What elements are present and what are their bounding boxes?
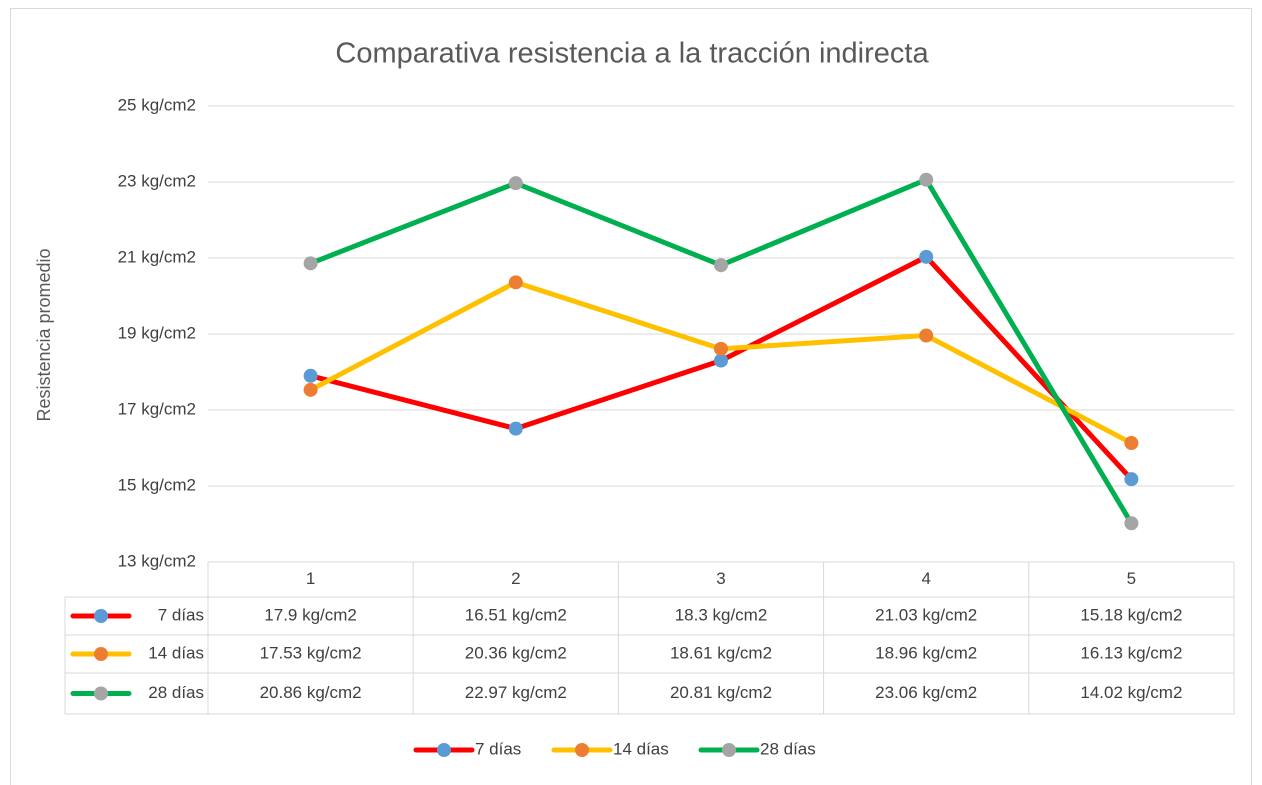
y-tick-label: 15 kg/cm2 [118,475,196,494]
series-marker [919,249,934,264]
y-axis-label: Resistencia promedio [34,248,54,421]
table-value: 22.97 kg/cm2 [465,683,567,702]
series-marker [714,341,728,356]
x-tick-label: 1 [306,569,315,588]
table-value: 20.81 kg/cm2 [670,683,772,702]
table-value: 18.3 kg/cm2 [675,605,768,624]
table-value: 17.9 kg/cm2 [264,605,357,624]
table-series-name: 28 días [148,683,204,702]
table-legend-marker [94,686,108,701]
chart-title: Comparativa resistencia a la tracción in… [335,38,929,70]
series-marker [303,368,318,383]
table-value: 18.96 kg/cm2 [875,643,977,662]
legend-label: 7 días [475,739,521,758]
table-value: 16.13 kg/cm2 [1080,643,1182,662]
series-marker [919,328,934,343]
legend-marker [437,743,451,757]
y-tick-label: 13 kg/cm2 [118,551,196,570]
table-series-name: 14 días [148,643,204,662]
x-tick-label: 3 [716,569,725,588]
series-marker [303,382,318,397]
table-value: 20.36 kg/cm2 [465,643,567,662]
table-legend-marker [94,647,108,661]
series-marker [508,176,523,191]
table-value: 16.51 kg/cm2 [465,605,567,624]
y-tick-label: 17 kg/cm2 [118,399,196,418]
x-tick-label: 2 [511,569,520,588]
y-tick-label: 25 kg/cm2 [118,95,196,114]
series-marker [714,258,728,273]
table-value: 21.03 kg/cm2 [875,605,977,624]
series-marker [919,172,934,187]
table-value: 14.02 kg/cm2 [1080,683,1182,702]
series-marker [303,256,318,271]
table-series-name: 7 días [158,605,204,624]
series-marker [1124,516,1139,531]
table-legend-marker [94,609,108,623]
chart-border [10,8,1252,785]
table-value: 20.86 kg/cm2 [260,683,362,702]
table-value: 17.53 kg/cm2 [260,643,362,662]
table-value: 18.61 kg/cm2 [670,643,772,662]
y-tick-label: 21 kg/cm2 [118,247,196,266]
legend-label: 28 días [760,739,816,758]
series-marker [1124,472,1139,487]
series-marker [714,353,728,368]
y-tick-label: 19 kg/cm2 [118,323,196,342]
legend-marker [575,743,589,757]
series-marker [508,421,523,436]
y-tick-label: 23 kg/cm2 [118,171,196,190]
x-tick-label: 5 [1127,569,1136,588]
legend-marker [722,743,736,757]
x-tick-label: 4 [921,569,930,588]
series-marker [1124,436,1139,451]
table-value: 15.18 kg/cm2 [1080,605,1182,624]
series-marker [508,275,523,290]
table-value: 23.06 kg/cm2 [875,683,977,702]
legend-label: 14 días [613,739,669,758]
